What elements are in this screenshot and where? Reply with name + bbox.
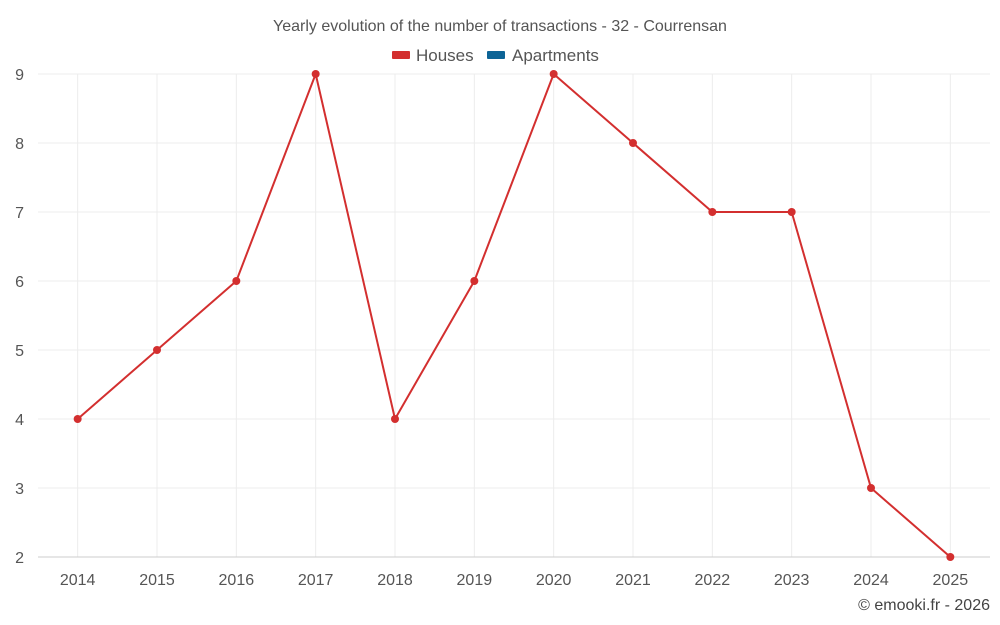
y-tick-label: 7 xyxy=(15,205,24,222)
x-tick-label: 2017 xyxy=(298,572,334,589)
data-point[interactable] xyxy=(311,70,320,78)
y-tick-label: 8 xyxy=(15,136,24,153)
data-point[interactable] xyxy=(470,277,479,285)
data-point[interactable] xyxy=(153,346,161,354)
legend: Houses Apartments xyxy=(392,46,599,65)
axes: 2 3 4 5 6 7 8 9 2014 2015 2016 2017 2018 2019 2020 2021… xyxy=(15,67,990,589)
y-tick-label: 4 xyxy=(15,412,24,429)
x-tick-label: 2014 xyxy=(60,572,96,589)
series-line-houses xyxy=(77,73,951,558)
x-tick-label: 2015 xyxy=(139,572,175,589)
data-point[interactable] xyxy=(391,415,399,423)
x-tick-label: 2019 xyxy=(457,572,493,589)
x-tick-label: 2020 xyxy=(536,572,572,589)
legend-label-apartments: Apartments xyxy=(512,46,599,65)
x-tick-label: 2025 xyxy=(933,572,969,589)
x-tick-label: 2021 xyxy=(615,572,651,589)
legend-swatch-apartments xyxy=(487,51,505,59)
grid xyxy=(38,73,990,557)
legend-label-houses: Houses xyxy=(416,46,474,65)
y-tick-label: 6 xyxy=(15,274,24,291)
y-tick-label: 2 xyxy=(15,550,24,567)
data-point[interactable] xyxy=(787,208,796,216)
y-tick-label: 9 xyxy=(15,67,24,84)
chart-title: Yearly evolution of the number of transa… xyxy=(273,18,727,35)
legend-item-apartments[interactable]: Apartments xyxy=(487,46,599,65)
data-point[interactable] xyxy=(629,139,637,147)
data-point[interactable] xyxy=(549,70,558,78)
data-point[interactable] xyxy=(946,553,955,561)
credit-text: © emooki.fr - 2026 xyxy=(858,597,990,614)
x-tick-label: 2022 xyxy=(695,572,731,589)
series-layer xyxy=(73,70,955,561)
y-tick-label: 3 xyxy=(15,481,24,498)
x-tick-label: 2023 xyxy=(774,572,810,589)
data-point[interactable] xyxy=(73,415,82,423)
legend-item-houses[interactable]: Houses xyxy=(392,46,474,65)
x-tick-label: 2018 xyxy=(377,572,413,589)
legend-swatch-houses xyxy=(392,51,410,59)
data-point[interactable] xyxy=(867,484,875,492)
x-tick-label: 2024 xyxy=(853,572,889,589)
data-point[interactable] xyxy=(232,277,241,285)
x-tick-label: 2016 xyxy=(219,572,255,589)
data-point[interactable] xyxy=(708,208,717,216)
y-tick-label: 5 xyxy=(15,343,24,360)
